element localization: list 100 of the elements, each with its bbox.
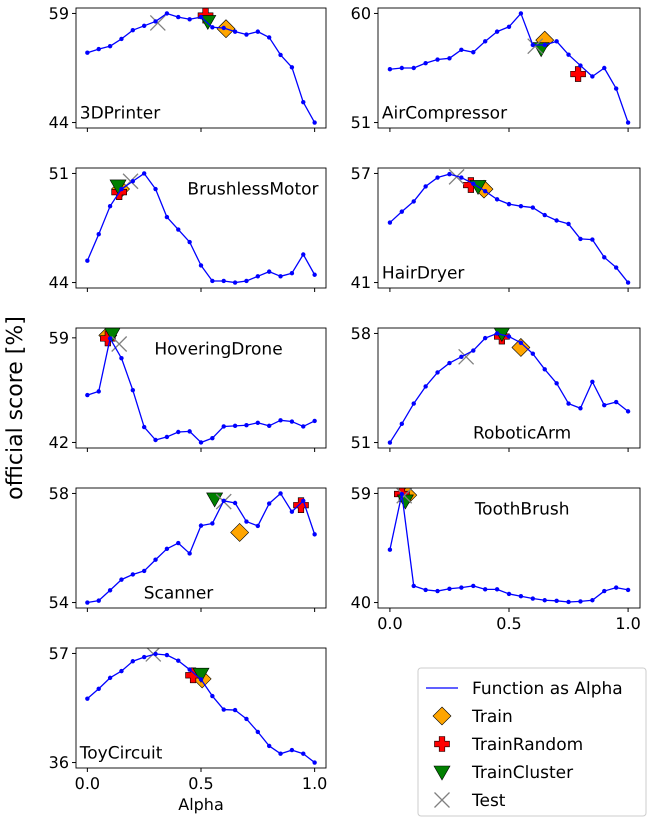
y-tick-label: 51 — [350, 113, 371, 132]
legend-label: TrainCluster — [471, 762, 574, 783]
y-tick-label: 44 — [48, 113, 69, 132]
text: HairDryer — [382, 263, 464, 284]
point — [494, 29, 500, 34]
point — [108, 588, 112, 592]
y-tick-label: 44 — [48, 273, 69, 292]
point — [602, 588, 606, 594]
point — [518, 204, 524, 208]
point — [164, 652, 170, 658]
point — [232, 424, 238, 428]
point — [614, 585, 618, 590]
point — [256, 524, 260, 528]
point — [301, 100, 306, 104]
text: ToyCircuit — [78, 743, 163, 764]
point — [119, 356, 124, 360]
point — [244, 32, 249, 37]
point — [96, 46, 101, 52]
point — [142, 568, 146, 574]
point — [518, 594, 524, 598]
point — [554, 598, 559, 604]
point — [198, 440, 204, 445]
point — [130, 28, 136, 32]
point — [110, 180, 126, 194]
point — [482, 39, 488, 44]
point — [290, 419, 294, 424]
text: 3DPrinter — [80, 103, 160, 124]
point — [542, 367, 547, 372]
point — [85, 696, 90, 701]
point — [301, 498, 306, 504]
point — [96, 686, 101, 691]
point — [256, 730, 260, 734]
point — [459, 48, 464, 52]
point — [542, 212, 547, 218]
point — [388, 440, 392, 445]
point — [164, 214, 170, 220]
point — [108, 44, 112, 48]
y-tick-label: 57 — [48, 644, 69, 664]
point — [506, 24, 512, 29]
point — [471, 348, 476, 353]
point — [164, 11, 170, 16]
x-axis-title: Alpha — [178, 795, 224, 814]
point — [590, 380, 595, 384]
point — [448, 168, 465, 186]
point — [119, 668, 124, 674]
point — [482, 336, 488, 340]
point — [210, 694, 215, 698]
point — [256, 29, 260, 34]
point — [388, 67, 392, 72]
point — [278, 52, 283, 58]
point — [222, 278, 226, 284]
point — [530, 352, 536, 356]
point — [119, 36, 124, 42]
point — [176, 14, 180, 20]
text: BrushlessMotor — [187, 179, 319, 200]
text: RoboticArm — [472, 423, 572, 444]
point — [278, 418, 283, 423]
point — [554, 218, 559, 223]
point — [187, 240, 192, 244]
point — [412, 66, 416, 70]
point — [388, 220, 392, 225]
x-tick-label: 0.5 — [496, 614, 522, 633]
point — [198, 263, 204, 268]
point — [164, 546, 170, 552]
point — [459, 175, 464, 180]
point — [216, 493, 232, 510]
point — [187, 429, 192, 434]
point — [187, 667, 192, 672]
point — [578, 236, 583, 242]
point — [482, 587, 488, 592]
point — [176, 430, 180, 434]
text: ToothBrush — [474, 499, 570, 520]
point — [447, 586, 452, 591]
x-tick-label: 0.0 — [377, 614, 403, 633]
point — [396, 488, 412, 504]
point — [150, 14, 166, 32]
point — [312, 532, 317, 537]
point — [85, 392, 90, 398]
point — [290, 65, 294, 70]
point — [96, 598, 101, 603]
point — [471, 181, 476, 186]
point — [222, 707, 226, 712]
point — [312, 120, 317, 125]
point — [108, 204, 112, 208]
point — [530, 205, 536, 210]
point — [566, 222, 571, 226]
point — [494, 587, 500, 592]
point — [626, 588, 630, 592]
point — [187, 17, 192, 22]
point — [527, 38, 544, 54]
point — [222, 424, 226, 429]
point — [435, 175, 440, 180]
point — [266, 269, 272, 274]
point — [602, 402, 606, 408]
point — [412, 199, 416, 204]
y-tick-label: 51 — [48, 164, 69, 184]
legend-label: Function as Alpha — [472, 678, 623, 699]
point — [626, 280, 630, 285]
point — [266, 501, 272, 506]
point — [435, 588, 440, 594]
